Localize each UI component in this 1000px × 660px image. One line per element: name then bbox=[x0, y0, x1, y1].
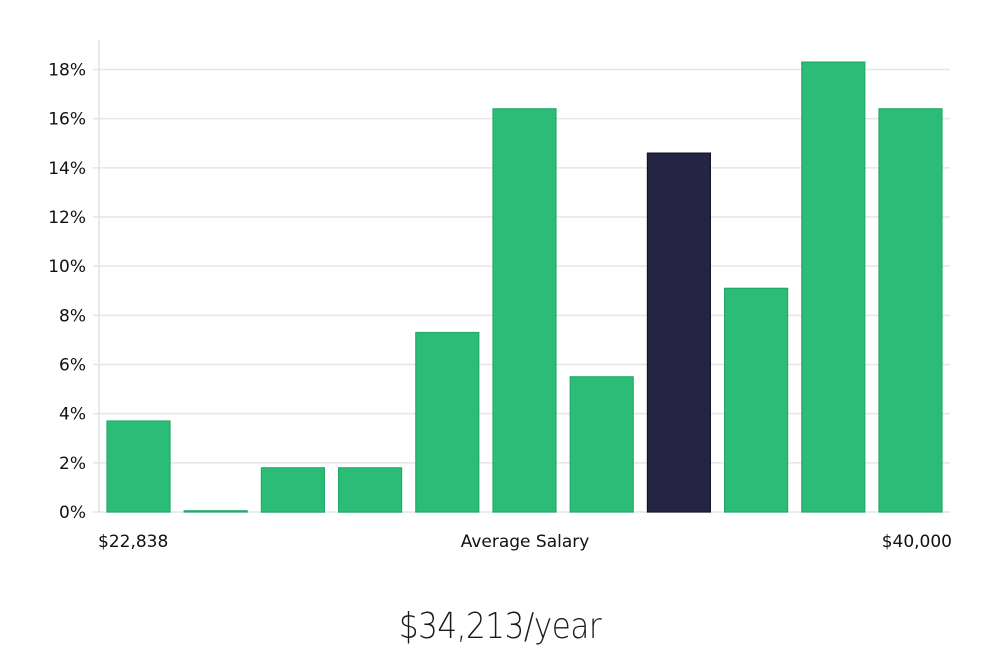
bar-highlight bbox=[646, 152, 712, 513]
y-tick-label: 10% bbox=[48, 257, 86, 277]
y-tick-label: 12% bbox=[48, 208, 86, 228]
y-tick-label: 0% bbox=[59, 503, 86, 523]
y-tick-label: 6% bbox=[59, 356, 86, 376]
y-tick-label: 18% bbox=[48, 61, 86, 81]
x-min-label: $22,838 bbox=[98, 532, 168, 552]
average-salary-value: $34,213/year bbox=[398, 606, 602, 647]
bars bbox=[106, 61, 943, 513]
bar bbox=[106, 420, 171, 513]
y-tick-label: 4% bbox=[59, 405, 86, 425]
bar bbox=[569, 376, 634, 513]
bar bbox=[415, 331, 480, 513]
y-tick-label: 16% bbox=[48, 110, 86, 130]
bar bbox=[723, 287, 789, 513]
salary-histogram: 0% 2% 4% 6% 8% 10% 12% 14% 16% 18% $22,838 Averag… bbox=[48, 40, 952, 552]
x-center-label: Average Salary bbox=[461, 532, 590, 552]
bar bbox=[183, 510, 248, 513]
bar bbox=[492, 108, 557, 513]
bar bbox=[338, 467, 403, 513]
bar bbox=[878, 108, 943, 513]
bar bbox=[801, 61, 866, 513]
bar bbox=[260, 467, 325, 513]
x-max-label: $40,000 bbox=[882, 532, 952, 552]
y-tick-label: 8% bbox=[59, 306, 86, 326]
y-axis-ticks: 0% 2% 4% 6% 8% 10% 12% 14% 16% 18% bbox=[48, 61, 99, 523]
y-tick-label: 2% bbox=[59, 454, 86, 474]
y-tick-label: 14% bbox=[48, 159, 86, 179]
